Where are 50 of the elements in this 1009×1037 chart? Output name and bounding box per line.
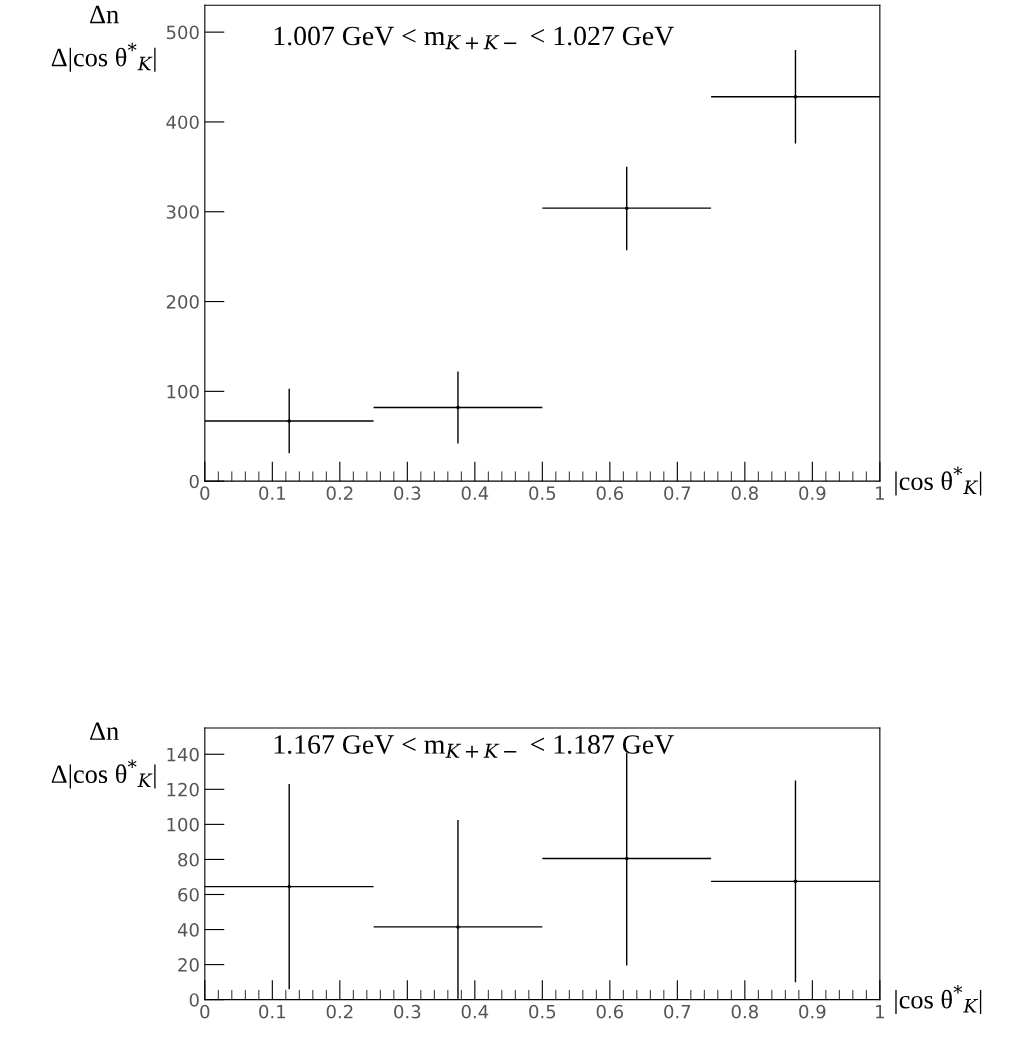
x-tick-label: 0.8 <box>731 1004 758 1019</box>
x-tick-label: 0.5 <box>529 486 556 501</box>
x-tick-label: 0.8 <box>731 486 758 501</box>
x-tick-label: 1 <box>876 1005 884 1019</box>
point <box>793 95 798 99</box>
y-tick-label: 0 <box>189 474 199 489</box>
x-tick-label: 0.3 <box>394 486 421 501</box>
y-tick-label: 40 <box>177 923 199 937</box>
x-tick-label: 0.6 <box>596 1004 624 1019</box>
x-tick-label: 0.9 <box>799 486 826 501</box>
y-tick-label: 60 <box>178 887 199 902</box>
y-tick-label: 200 <box>166 295 199 309</box>
x-tick-label: 0.1 <box>259 1004 286 1019</box>
x-tick-label: 0.3 <box>394 1004 421 1019</box>
x-tick-label: 0.7 <box>664 486 691 501</box>
y-tick-label: 20 <box>178 958 199 972</box>
point <box>287 884 291 889</box>
y-tick-label: 300 <box>166 205 199 219</box>
y-tick-label: 120 <box>167 782 199 797</box>
x-tick-label: 0.7 <box>664 1004 691 1019</box>
y-tick-label: 100 <box>167 384 199 399</box>
x-tick-label: 0.4 <box>461 486 489 501</box>
y-axis-title: Δn Δ|cos θ$^{*}$$_{K}$| <box>51 5 156 72</box>
annotation: 1.167 GeV < m$_{K+K−}$ < 1.187 GeV <box>274 735 674 758</box>
y-tick-label: 500 <box>166 25 199 40</box>
x-tick-label: 0.4 <box>461 1004 489 1019</box>
x-tick-label: 0.1 <box>259 486 286 501</box>
x-axis-title: |cos θ$^{*}$$_{K}$| <box>895 985 982 1015</box>
y-tick-label: 0 <box>189 993 199 1007</box>
x-tick-label: 0.6 <box>596 486 624 501</box>
point <box>287 419 291 423</box>
annotation: 1.007 GeV < m$_{K+K−}$ < 1.027 GeV <box>274 26 674 50</box>
point <box>793 879 798 884</box>
x-tick-label: 0.2 <box>326 1004 353 1019</box>
point <box>624 856 629 861</box>
point <box>456 925 460 929</box>
x-tick-label: 0.9 <box>799 1004 826 1019</box>
x-axis-title: |cos θ$^{*}$$_{K}$| <box>895 466 982 496</box>
y-tick-label: 80 <box>178 852 199 867</box>
x-tick-label: 0.5 <box>529 1004 556 1019</box>
x-tick-label: 0.2 <box>326 486 353 501</box>
y-tick-label: 400 <box>166 115 199 130</box>
y-tick-label: 100 <box>167 817 199 832</box>
x-tick-label: 1 <box>876 486 884 500</box>
y-axis-title: Δn Δ|cos θ$^{*}$$_{K}$| <box>51 722 156 789</box>
point <box>456 405 460 410</box>
point <box>624 206 629 210</box>
y-tick-label: 140 <box>167 747 199 762</box>
x-tick-label: 0 <box>200 1004 210 1019</box>
x-tick-label: 0 <box>200 486 210 501</box>
